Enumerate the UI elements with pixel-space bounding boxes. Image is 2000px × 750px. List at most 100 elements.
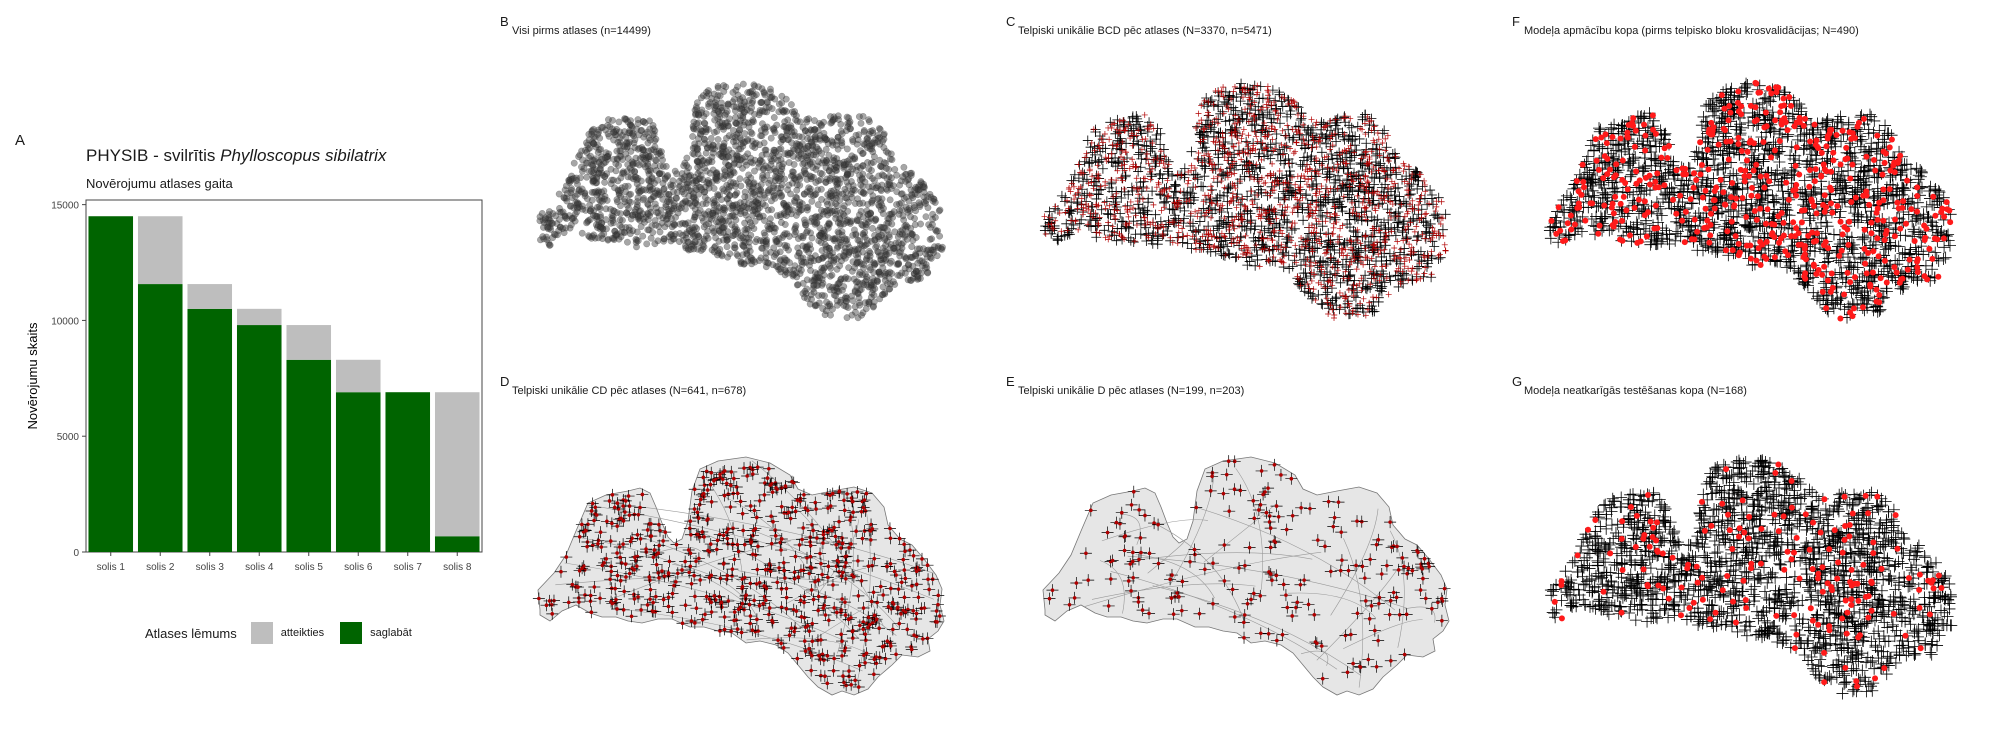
obs-point	[689, 133, 697, 140]
obs-cross-red	[1155, 179, 1162, 186]
obs-point	[711, 242, 719, 250]
obs-point	[731, 225, 739, 233]
obs-cross-red	[1428, 271, 1435, 278]
obs-point	[904, 206, 912, 214]
obs-point	[920, 259, 928, 267]
obs-point	[808, 197, 816, 205]
obs-point	[849, 186, 857, 194]
obs-point	[906, 253, 914, 261]
bar-drop	[434, 392, 480, 537]
obs-cross-red	[1229, 190, 1236, 197]
obs-point	[773, 238, 781, 246]
obs-point	[791, 262, 799, 270]
obs-point	[758, 151, 766, 159]
obs-point	[884, 219, 892, 227]
obs-point	[725, 153, 732, 161]
obs-point	[876, 140, 884, 148]
obs-point	[859, 182, 867, 190]
obs-point	[727, 182, 735, 190]
obs-point	[853, 216, 861, 224]
obs-point	[817, 185, 825, 193]
obs-point	[545, 215, 553, 223]
obs-point	[739, 80, 747, 88]
obs-cross	[1381, 142, 1392, 153]
obs-cross-red	[1381, 239, 1388, 246]
obs-point	[777, 175, 785, 183]
obs-point	[813, 219, 820, 227]
obs-point	[853, 259, 861, 267]
obs-point	[855, 113, 863, 121]
obs-point	[887, 210, 895, 218]
map-b	[536, 80, 946, 322]
obs-point	[901, 177, 909, 185]
obs-cross	[1079, 156, 1090, 167]
obs-point	[895, 239, 903, 247]
obs-cross-red	[1422, 211, 1429, 218]
obs-point	[578, 229, 586, 237]
obs-cross	[1326, 149, 1337, 160]
obs-point	[798, 206, 806, 214]
obs-point	[791, 198, 799, 206]
obs-cross-red	[1421, 177, 1428, 184]
obs-point	[815, 256, 823, 263]
obs-point	[610, 155, 618, 163]
obs-point	[782, 204, 790, 212]
obs-point	[818, 291, 826, 299]
obs-point	[913, 273, 921, 281]
obs-point	[875, 268, 883, 276]
obs-point	[691, 223, 699, 231]
obs-point	[588, 130, 596, 138]
obs-cross-red	[1265, 257, 1272, 264]
obs-point	[539, 216, 547, 224]
obs-point	[838, 139, 846, 147]
obs-point	[710, 199, 718, 207]
obs-cross	[1329, 194, 1340, 205]
obs-point	[848, 217, 856, 225]
obs-cross-red	[1184, 232, 1191, 239]
obs-cross-red	[1075, 161, 1082, 168]
obs-point	[838, 257, 845, 265]
obs-point	[555, 190, 563, 198]
bar-keep	[434, 536, 480, 552]
title-species: Phylloscopus sibilatrix	[220, 146, 387, 165]
obs-point	[687, 245, 695, 253]
obs-point	[695, 111, 703, 119]
obs-point	[806, 172, 814, 180]
obs-point	[573, 201, 581, 209]
obs-point	[902, 203, 910, 211]
obs-cross	[1369, 306, 1380, 317]
obs-point	[777, 133, 785, 141]
obs-point	[844, 207, 852, 215]
obs-point	[718, 123, 726, 130]
obs-cross-red	[1187, 210, 1194, 217]
obs-point	[803, 116, 811, 123]
obs-point	[896, 272, 904, 280]
obs-cross-red	[1411, 228, 1418, 235]
obs-point	[913, 268, 921, 276]
obs-point	[833, 244, 841, 252]
obs-point	[771, 194, 779, 202]
obs-point	[616, 138, 624, 146]
obs-cross-red	[1165, 161, 1172, 168]
obs-point	[693, 231, 701, 239]
obs-point	[832, 195, 840, 202]
x-tick-label: solis 3	[196, 562, 225, 573]
obs-point	[816, 136, 824, 144]
obs-point	[645, 176, 653, 184]
obs-point	[708, 246, 716, 254]
obs-point	[757, 127, 765, 134]
obs-point	[766, 93, 774, 101]
obs-point	[821, 232, 829, 240]
obs-point	[786, 149, 793, 157]
obs-point	[637, 127, 645, 135]
obs-point	[833, 181, 841, 189]
obs-point	[875, 268, 883, 276]
obs-point	[640, 194, 648, 202]
obs-cross	[1351, 145, 1362, 156]
obs-point	[912, 252, 920, 260]
obs-cross	[1380, 240, 1391, 251]
obs-point	[725, 183, 733, 191]
obs-point	[909, 274, 917, 282]
map-title-e: Telpiski unikālie D pēc atlases (N=199, …	[1018, 385, 1245, 397]
obs-point	[798, 140, 806, 148]
